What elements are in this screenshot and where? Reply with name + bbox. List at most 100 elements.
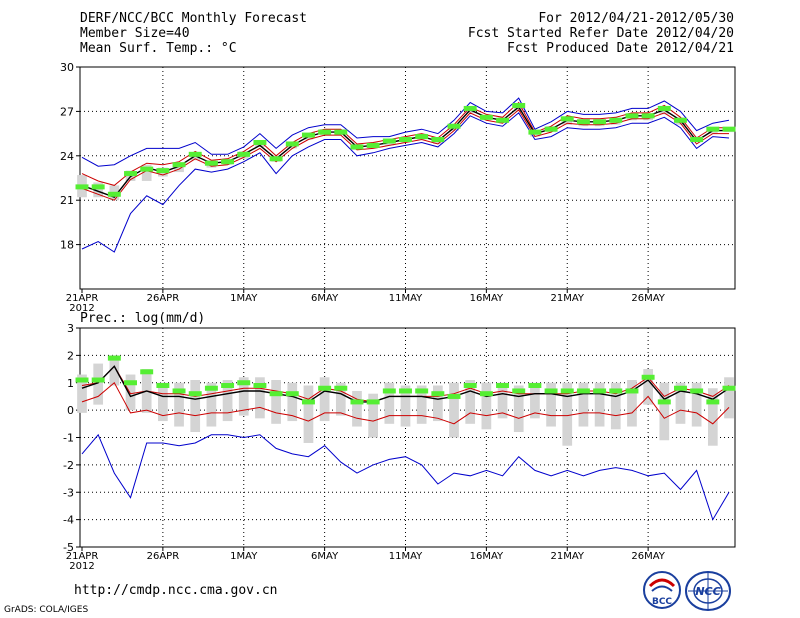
panel2-spread-bar <box>659 382 670 441</box>
panel2-forecast-marker <box>609 388 623 394</box>
panel2-spread-bar <box>319 377 330 422</box>
panel2-series-lower <box>81 382 730 425</box>
panel2-forecast-marker <box>674 385 687 391</box>
panel2-series-mean <box>81 365 730 403</box>
bcc-logo-text: BCC <box>652 597 672 607</box>
panel2-spread-bar <box>643 369 653 405</box>
panel1-forecast-marker <box>722 126 736 132</box>
panel2-spread-bar <box>707 388 718 446</box>
panel2-forecast-marker <box>124 380 137 386</box>
panel2-forecast-marker <box>479 391 493 397</box>
panel2-forecast-marker <box>140 369 154 375</box>
panel1-forecast-marker <box>560 116 574 122</box>
panel2-forecast-marker <box>156 382 170 388</box>
panel2-spread-bar <box>675 382 686 424</box>
panel2-spread-bar <box>530 382 540 419</box>
panel2-spread-bar <box>481 382 492 430</box>
panel2-forecast-marker <box>447 393 461 399</box>
panel1-x-tick-label: 16MAY <box>470 293 504 304</box>
panel2-forecast-marker <box>91 377 105 383</box>
panel1-forecast-marker <box>107 191 121 197</box>
panel1-forecast-marker <box>334 129 348 135</box>
panel1-x-tick-label: 21MAY <box>550 293 584 304</box>
panel2-forecast-marker <box>528 382 542 388</box>
panel2-spread-bar <box>627 380 637 427</box>
panel2-y-tick-label: -2 <box>63 459 74 472</box>
panel2-spread-bar <box>271 380 281 424</box>
panel1-forecast-marker <box>431 137 445 143</box>
panel2-forecast-marker <box>706 399 720 405</box>
panel1-x-tick-label: 1MAY <box>230 293 258 304</box>
panel2-spread-bar <box>497 382 508 419</box>
panel2-spread-bar <box>222 380 233 422</box>
panel1-forecast-marker <box>301 132 315 138</box>
panel2-spread-bar <box>109 355 120 386</box>
panel1-forecast-marker <box>415 134 429 140</box>
panel2-spread-bar <box>449 382 459 438</box>
panel1-forecast-marker <box>593 119 607 125</box>
panel1-forecast-marker <box>382 138 396 144</box>
panel2-x-tick-label: 11MAY <box>389 551 423 562</box>
produced-date: Fcst Produced Date 2012/04/21 <box>507 41 734 56</box>
panel2-spread-bar <box>352 390 362 427</box>
panel1-series-min <box>81 112 730 253</box>
panel2-spread-bar <box>432 385 443 422</box>
panel2-spread-bar <box>368 393 379 438</box>
panel2-forecast-marker <box>350 399 364 405</box>
panel1-forecast-marker <box>156 168 170 174</box>
forecast-period: For 2012/04/21-2012/05/30 <box>538 11 734 26</box>
panel1-forecast-marker <box>544 126 558 132</box>
panel1-spread-bar <box>93 182 104 198</box>
start-date: Fcst Started Refer Date 2012/04/20 <box>467 26 734 41</box>
panel2-forecast-marker <box>544 388 558 394</box>
panel2-forecast-marker <box>657 399 671 405</box>
panel1-x-tick-label: 26APR <box>147 293 180 304</box>
panel2-y-tick-label: 0 <box>67 404 74 417</box>
header-left: DERF/NCC/BCC Monthly Forecast Member Siz… <box>80 11 307 56</box>
panel2-spread-bar <box>287 382 298 422</box>
panel2-forecast-marker <box>593 388 607 394</box>
ncc-logo-icon: NCC <box>685 571 731 611</box>
panel2-spread-bar <box>206 382 217 427</box>
panel2-forecast-marker <box>107 355 121 361</box>
panel1-forecast-marker <box>188 151 202 157</box>
panel1-forecast-marker <box>463 105 477 111</box>
panel2-forecast-marker <box>221 382 235 388</box>
panel1-y-tick-label: 18 <box>60 239 74 252</box>
panel2-forecast-marker <box>399 388 412 394</box>
panel1-forecast-marker <box>447 123 461 129</box>
panel1-forecast-marker <box>576 119 590 125</box>
source-url[interactable]: http://cmdp.ncc.cma.gov.cn <box>74 583 278 598</box>
panel2-y-tick-label: -4 <box>63 514 74 527</box>
panel2-forecast-marker <box>285 391 299 397</box>
panel2-spread-bar <box>303 385 314 443</box>
panel1-forecast-marker <box>269 156 283 162</box>
panel2-forecast-marker <box>301 399 315 405</box>
panel1-forecast-marker <box>350 144 364 150</box>
panel2-spread-bar <box>77 374 87 413</box>
panel1-forecast-marker <box>706 126 720 132</box>
panel2-forecast-marker <box>496 382 510 388</box>
panel1-y-tick-label: 27 <box>60 105 74 118</box>
panel2-y-tick-label: -3 <box>63 486 74 499</box>
panel1-forecast-marker <box>399 137 412 143</box>
forecast-title: DERF/NCC/BCC Monthly Forecast <box>80 11 307 26</box>
panel2-forecast-marker <box>512 388 526 394</box>
ncc-logo-text: NCC <box>695 585 720 598</box>
panel1-forecast-marker <box>625 113 639 119</box>
panel1-forecast-marker <box>285 141 299 147</box>
panel2-spread-bar <box>190 380 201 433</box>
panel2-x-tick-label: 21MAY <box>550 551 584 562</box>
panel2-spread-bar <box>724 377 734 419</box>
panel1-x-tick-label: 26MAY <box>631 293 665 304</box>
panel2-y-tick-label: 2 <box>67 349 74 362</box>
panel1-forecast-marker <box>75 184 89 190</box>
panel2-forecast-marker <box>188 391 202 397</box>
variable-label: Mean Surf. Temp.: °C <box>80 41 237 56</box>
panel1-y-tick-label: 24 <box>60 150 74 163</box>
panel2-spread-bar <box>384 382 395 424</box>
panel2-y-tick-label: -5 <box>63 541 74 554</box>
panel2-y-tick-label: 3 <box>67 322 74 335</box>
panel2-forecast-marker <box>253 382 267 388</box>
